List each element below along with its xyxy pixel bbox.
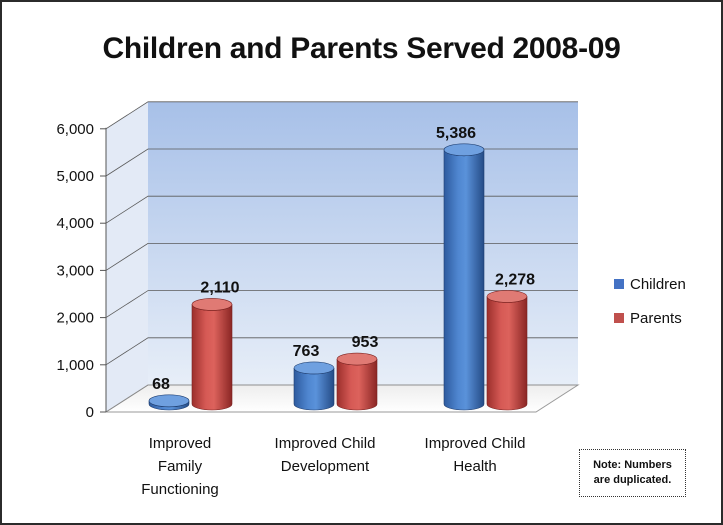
- y-tick-label: 4,000: [56, 215, 94, 232]
- cylinder-top: [191, 298, 233, 311]
- y-tick-label: 6,000: [56, 121, 94, 138]
- data-label: 68: [152, 376, 170, 393]
- category-label: Improved Child: [275, 435, 376, 452]
- cylinder-body: [443, 149, 485, 411]
- legend-swatch-children: [614, 279, 624, 289]
- category-label: Development: [281, 458, 370, 475]
- category-label: Functioning: [141, 481, 219, 498]
- y-tick-label: 1,000: [56, 357, 94, 374]
- category-label: Family: [158, 458, 203, 475]
- category-label: Improved Child: [425, 435, 526, 452]
- cylinder-top: [293, 361, 335, 375]
- chart-title: Children and Parents Served 2008-09: [102, 32, 621, 65]
- gridline: [105, 337, 578, 366]
- bar-parents: [336, 352, 378, 411]
- category-label: Improved: [149, 435, 212, 452]
- y-tick-label: 5,000: [56, 168, 94, 185]
- legend-swatch-parents: [614, 313, 624, 323]
- data-label: 763: [293, 343, 320, 360]
- gridline: [105, 101, 578, 130]
- cylinder-top: [148, 394, 190, 408]
- gridline: [105, 242, 578, 271]
- cylinder-body: [293, 367, 335, 411]
- cylinder-top: [443, 143, 485, 157]
- bar-children: [443, 143, 485, 411]
- data-label: 5,386: [436, 125, 476, 142]
- cylinder-body: [336, 358, 378, 411]
- legend-label-parents: Parents: [630, 310, 682, 327]
- note-box: Note: Numbers are duplicated.: [579, 449, 686, 497]
- gridline: [105, 384, 578, 413]
- gridline: [105, 290, 578, 318]
- data-label: 2,278: [495, 271, 535, 288]
- data-label: 953: [352, 334, 379, 351]
- cylinder-top: [336, 352, 378, 366]
- note-line-1: Note: Numbers: [593, 459, 672, 471]
- y-tick-label: 2,000: [56, 310, 94, 327]
- gridline: [105, 195, 578, 224]
- legend-label-children: Children: [630, 276, 686, 293]
- bar-parents: [486, 290, 528, 411]
- gridline: [105, 148, 578, 177]
- data-label: 2,110: [200, 279, 239, 296]
- note-line-2: are duplicated.: [593, 474, 672, 486]
- cylinder-top: [486, 290, 528, 303]
- y-tick-label: 3,000: [56, 262, 94, 279]
- bar-parents: [191, 298, 233, 411]
- y-tick-label: 0: [86, 404, 94, 421]
- cylinder-body: [486, 296, 528, 411]
- bar-children: [148, 394, 190, 411]
- bar-children: [293, 361, 335, 411]
- category-label: Health: [453, 458, 496, 475]
- cylinder-body: [191, 304, 233, 411]
